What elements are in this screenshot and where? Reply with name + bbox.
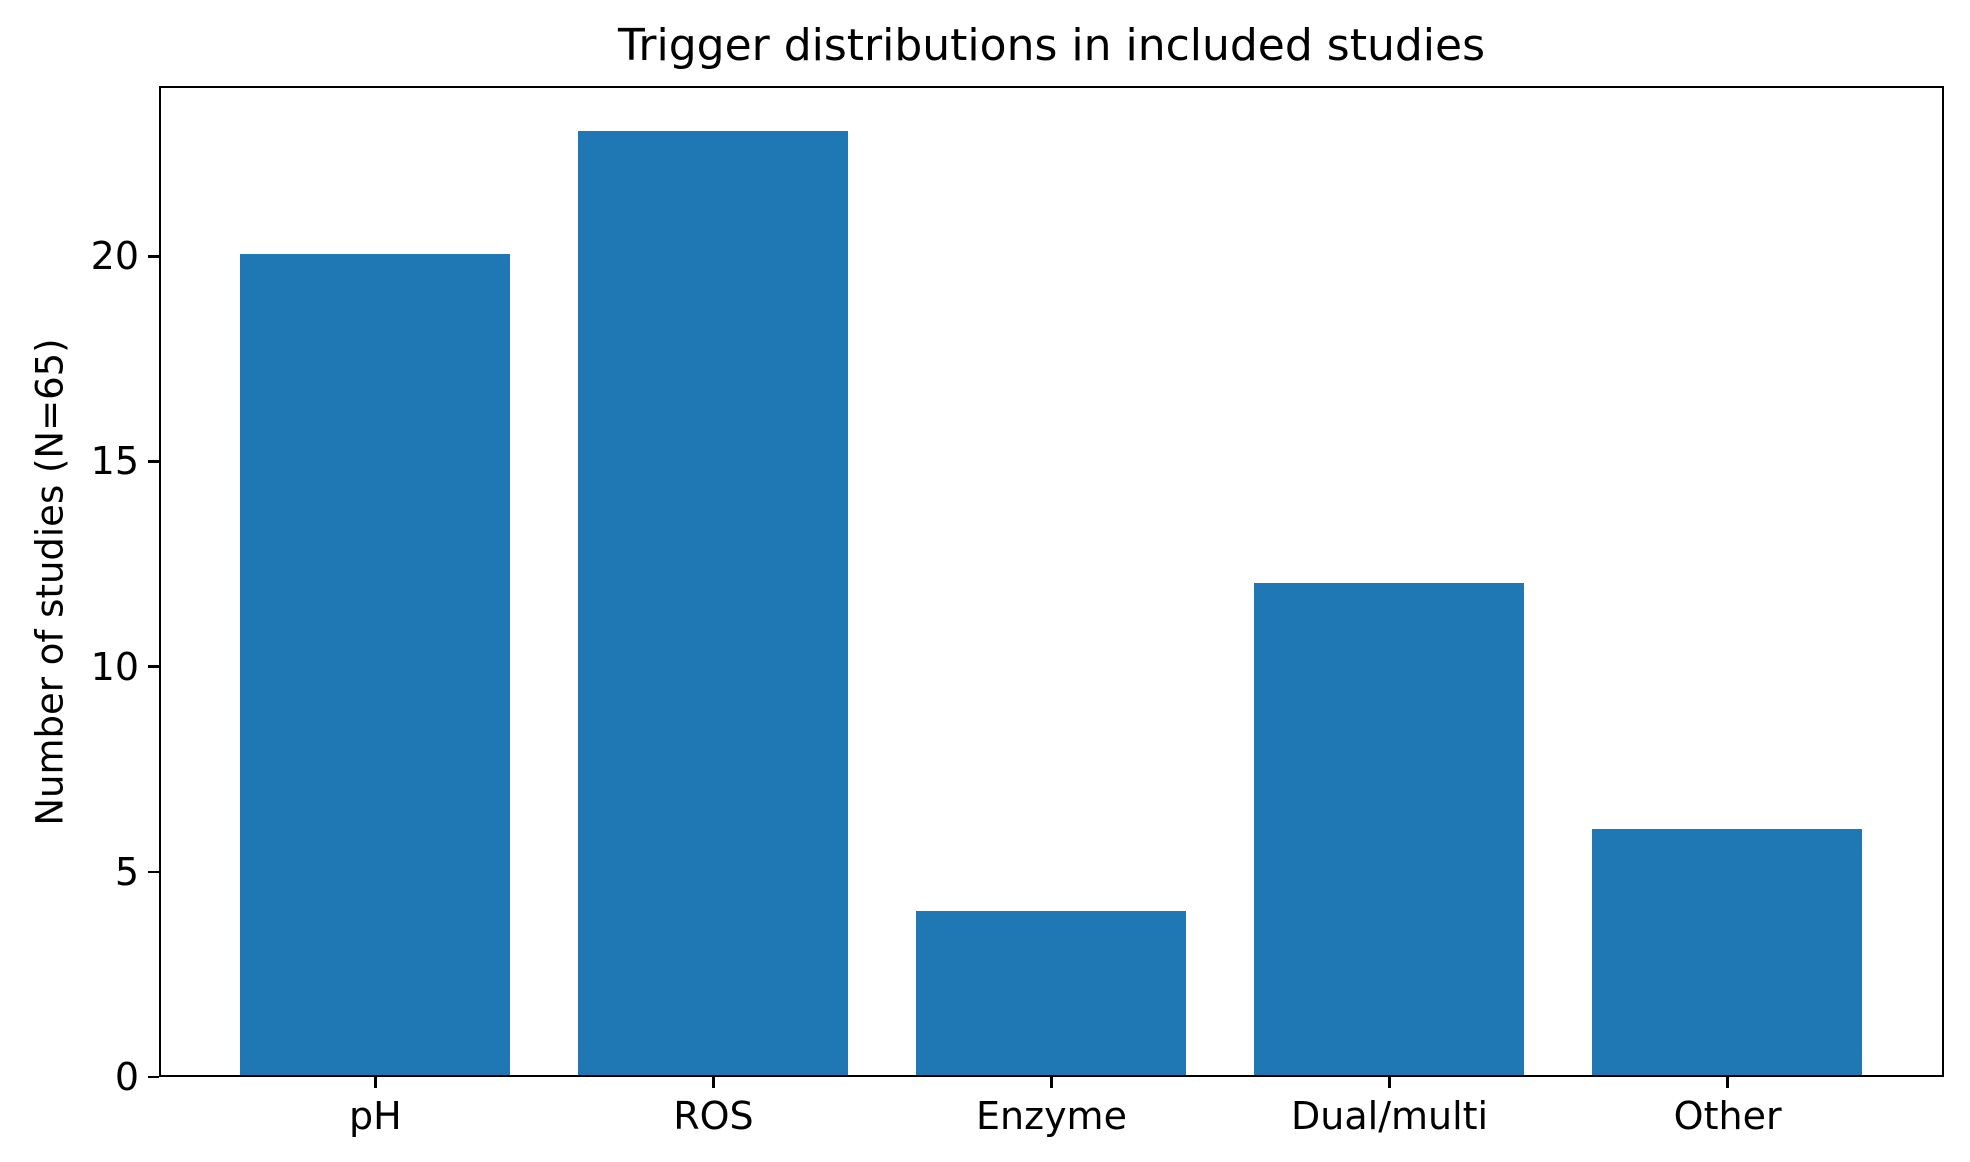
y-tick-20 (148, 255, 159, 258)
y-tick-label-5: 5 (114, 849, 139, 894)
x-tick-label-other: Other (1673, 1094, 1782, 1138)
bar-ros (577, 131, 849, 1075)
y-tick-15 (148, 460, 159, 463)
x-tick-ros (712, 1077, 715, 1088)
plot-area (159, 86, 1944, 1077)
x-tick-label-ros: ROS (673, 1094, 754, 1138)
y-tick-label-15: 15 (90, 439, 139, 484)
x-tick-label-enzyme: Enzyme (976, 1094, 1127, 1138)
x-tick-enzyme (1050, 1077, 1053, 1088)
y-tick-label-20: 20 (90, 234, 139, 279)
x-tick-ph (374, 1077, 377, 1088)
x-tick-label-dual-multi: Dual/multi (1291, 1094, 1489, 1138)
x-tick-label-ph: pH (349, 1094, 402, 1138)
bar-other (1591, 828, 1863, 1075)
y-tick-label-10: 10 (90, 644, 139, 689)
chart-title: Trigger distributions in included studie… (617, 20, 1486, 71)
y-tick-label-0: 0 (114, 1055, 139, 1099)
bar-ph (239, 254, 511, 1075)
x-tick-other (1726, 1077, 1729, 1088)
bar-dual-multi (1253, 582, 1525, 1075)
y-tick-10 (148, 665, 159, 668)
y-axis-label: Number of studies (N=65) (28, 337, 72, 826)
y-tick-0 (148, 1075, 159, 1079)
x-tick-dual-multi (1388, 1077, 1391, 1088)
y-tick-5 (148, 870, 159, 874)
bar-enzyme (915, 910, 1187, 1075)
